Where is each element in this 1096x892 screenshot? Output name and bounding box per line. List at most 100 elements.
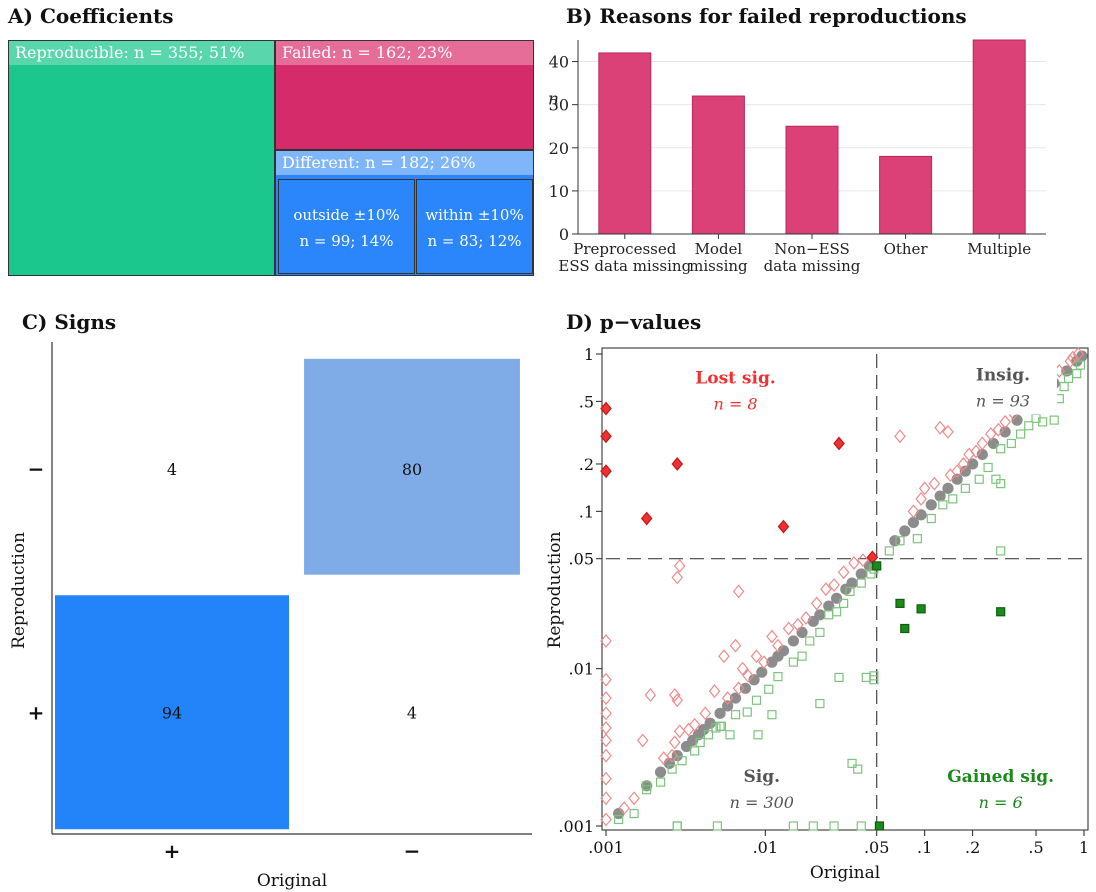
point-up [848, 555, 860, 570]
point-down [974, 474, 984, 484]
point-down [1049, 415, 1059, 425]
point-lost [671, 457, 684, 471]
point-gained [872, 561, 882, 571]
point-up [934, 420, 946, 435]
bar [879, 155, 933, 235]
y-tick-label: 0 [559, 225, 569, 244]
point-down [996, 479, 1006, 489]
sign-cell [55, 595, 289, 830]
point-same [987, 437, 999, 450]
plot-frame [601, 347, 1089, 831]
y-axis-label: Reproduction [545, 532, 565, 649]
sign-cell [304, 358, 520, 575]
point-same [787, 635, 799, 647]
y-tick-label: 10 [549, 182, 569, 201]
point-down [834, 672, 844, 683]
signs-heatmap: 4 80 94 4 + − − + Original Reproduction [9, 342, 532, 891]
point-down [655, 777, 666, 787]
point-down [996, 444, 1006, 454]
point-up [644, 688, 657, 702]
y-tick-label: .5 [579, 392, 594, 411]
y-tick-label: + [28, 700, 45, 724]
point-down [788, 657, 798, 667]
annotation-bg [946, 760, 1055, 817]
point-down [938, 500, 948, 510]
point-up [708, 684, 721, 699]
annotation-count: n = 300 [730, 793, 794, 812]
point-down [672, 821, 682, 831]
y-tick-label: 20 [549, 139, 569, 158]
point-same [1011, 414, 1023, 426]
annotation-count: n = 6 [979, 793, 1023, 812]
point-up [857, 553, 869, 568]
point-lost [600, 429, 612, 444]
treemap-outside-count: n = 99; 14% [299, 232, 394, 250]
annotation-bg [948, 358, 1057, 415]
point-up [810, 596, 823, 611]
point-down [797, 651, 807, 661]
x-axis-label: Original [810, 863, 880, 883]
point-up [942, 424, 954, 439]
point-same [729, 692, 742, 704]
point-up [970, 444, 982, 459]
sign-cell-value: 80 [402, 460, 422, 479]
annotation-count: n = 8 [713, 394, 757, 413]
point-gained [916, 604, 926, 614]
y-tick-label: − [28, 457, 45, 481]
x-tick-label: data missing [764, 257, 861, 275]
y-tick-label: .05 [569, 550, 594, 569]
x-tick-label: .1 [917, 838, 932, 857]
point-same [796, 626, 808, 639]
point-down [831, 607, 842, 617]
annotation-count: n = 93 [976, 391, 1030, 410]
x-tick-label: Non−ESS [774, 240, 850, 258]
point-same [855, 568, 867, 580]
point-up [673, 724, 686, 739]
point-same [739, 682, 752, 694]
point-up [668, 735, 681, 750]
point-down [764, 684, 774, 694]
point-same [722, 700, 734, 712]
point-up [600, 771, 612, 786]
point-up [985, 427, 997, 441]
point-down [742, 707, 752, 717]
x-tick-label: .2 [965, 838, 980, 857]
point-down [1006, 438, 1016, 449]
treemap-different-header: Different: n = 182; 26% [276, 151, 533, 175]
point-up [928, 476, 941, 491]
point-down [839, 598, 849, 608]
point-same [714, 707, 726, 719]
point-up [907, 504, 920, 519]
y-tick-label: .01 [569, 660, 594, 679]
point-up [736, 661, 749, 676]
point-down [677, 756, 687, 766]
point-up [918, 481, 931, 496]
point-up [600, 691, 612, 706]
point-up [758, 655, 770, 670]
x-tick-label: Other [884, 240, 929, 258]
annotation-bg [707, 760, 816, 817]
x-tick-label: − [404, 839, 421, 863]
treemap-outside-label: outside ±10% [293, 206, 400, 224]
point-up [688, 717, 701, 732]
point-down [853, 764, 863, 774]
point-up [671, 570, 684, 585]
panel-a-title: A) Coefficients [8, 4, 174, 28]
point-lost [777, 519, 790, 534]
point-up [837, 565, 850, 580]
x-tick-label: + [164, 839, 181, 863]
point-down [725, 730, 735, 740]
point-gained [874, 821, 885, 831]
point-up [600, 721, 612, 735]
point-up [721, 691, 734, 706]
point-same [814, 609, 826, 621]
point-lost [600, 464, 612, 479]
point-up [666, 748, 678, 763]
point-same [925, 499, 937, 511]
point-up [600, 634, 612, 648]
sign-cell-value: 4 [407, 703, 417, 722]
point-up [894, 429, 906, 444]
point-lost [833, 436, 845, 451]
point-down [753, 730, 763, 740]
